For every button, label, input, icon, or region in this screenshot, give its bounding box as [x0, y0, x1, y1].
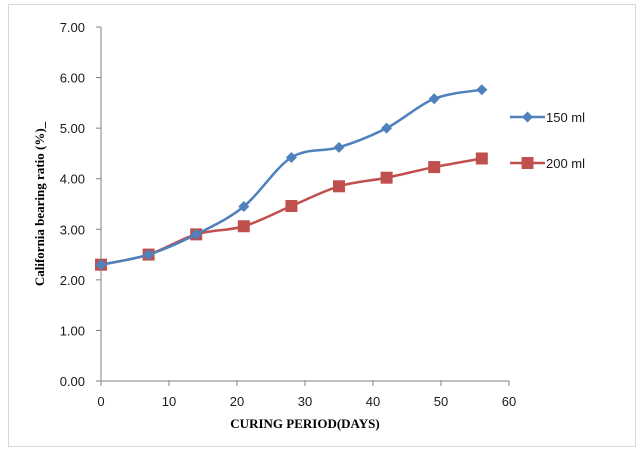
data-point [333, 141, 345, 153]
y-tick-label: 5.00 [60, 121, 85, 136]
x-tick-label: 40 [366, 394, 380, 409]
y-tick-label: 4.00 [60, 172, 85, 187]
x-tick-label: 0 [97, 394, 104, 409]
data-point [428, 93, 440, 105]
legend-marker [521, 157, 534, 169]
series-150-ml [95, 84, 488, 271]
plot-area [95, 84, 488, 271]
data-point [143, 249, 155, 261]
legend-marker [522, 111, 533, 123]
y-axis-title: California bearing ratio (%)_ [32, 121, 47, 286]
data-point [380, 171, 393, 184]
x-tick-label: 60 [502, 394, 516, 409]
data-point [238, 201, 250, 213]
legend-item: 200 ml [510, 156, 585, 171]
data-point [476, 84, 488, 96]
y-tick-label: 1.00 [60, 323, 85, 338]
legend: 150 ml 200 ml [510, 110, 585, 171]
x-axis-title: CURING PERIOD(DAYS) [230, 416, 379, 431]
data-point [285, 200, 298, 213]
legend-label: 150 ml [546, 110, 585, 125]
data-point [95, 259, 107, 271]
data-point [428, 161, 441, 174]
y-tick-label: 0.00 [60, 374, 85, 389]
y-tick-label: 6.00 [60, 71, 85, 86]
data-point [381, 122, 393, 134]
series-line [100, 88, 483, 266]
x-tick-label: 50 [434, 394, 448, 409]
y-ticks: 0.00 1.00 2.00 3.00 4.00 5.00 6.00 7.00 [60, 20, 101, 389]
axes [100, 27, 509, 382]
legend-item: 150 ml [510, 110, 585, 125]
data-point [333, 180, 345, 193]
data-point [475, 152, 488, 165]
data-point [285, 151, 297, 163]
x-ticks: 0 10 20 30 40 50 60 [97, 381, 516, 409]
y-tick-label: 3.00 [60, 222, 85, 237]
chart-frame [8, 4, 636, 447]
x-tick-label: 10 [162, 394, 176, 409]
legend-label: 200 ml [546, 156, 585, 171]
y-tick-label: 2.00 [60, 273, 85, 288]
data-point [237, 220, 250, 233]
y-tick-label: 7.00 [60, 20, 85, 35]
x-tick-label: 30 [298, 394, 312, 409]
data-point [190, 228, 202, 240]
x-tick-label: 20 [230, 394, 244, 409]
